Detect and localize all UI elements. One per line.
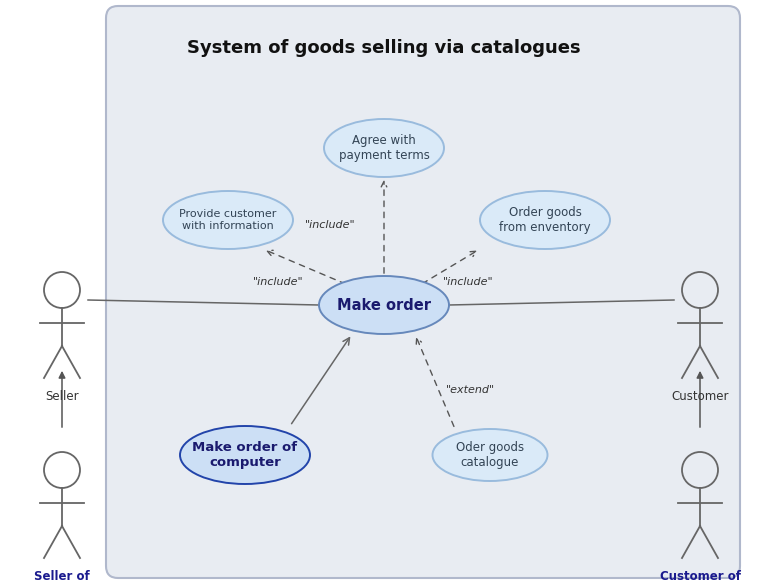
Text: "include": "include" [443,277,493,287]
Ellipse shape [432,429,548,481]
Text: Customer: Customer [671,390,729,403]
Text: Seller of
Computer: Seller of Computer [29,570,95,582]
Text: Order goods
from enventory: Order goods from enventory [499,206,591,234]
Text: Customer of
Computer: Customer of Computer [660,570,741,582]
Text: Oder goods
catalogue: Oder goods catalogue [456,441,524,469]
Ellipse shape [480,191,610,249]
Text: "include": "include" [253,277,303,287]
Text: Provide customer
with information: Provide customer with information [179,209,277,231]
Text: "include": "include" [305,220,355,230]
Text: Seller: Seller [45,390,78,403]
Text: System of goods selling via catalogues: System of goods selling via catalogues [187,39,581,57]
Text: Make order: Make order [337,297,431,313]
Text: "extend": "extend" [445,385,494,395]
FancyBboxPatch shape [106,6,740,578]
Ellipse shape [180,426,310,484]
Ellipse shape [163,191,293,249]
Ellipse shape [319,276,449,334]
Ellipse shape [324,119,444,177]
Text: Agree with
payment terms: Agree with payment terms [338,134,429,162]
Text: Make order of
computer: Make order of computer [192,441,298,469]
